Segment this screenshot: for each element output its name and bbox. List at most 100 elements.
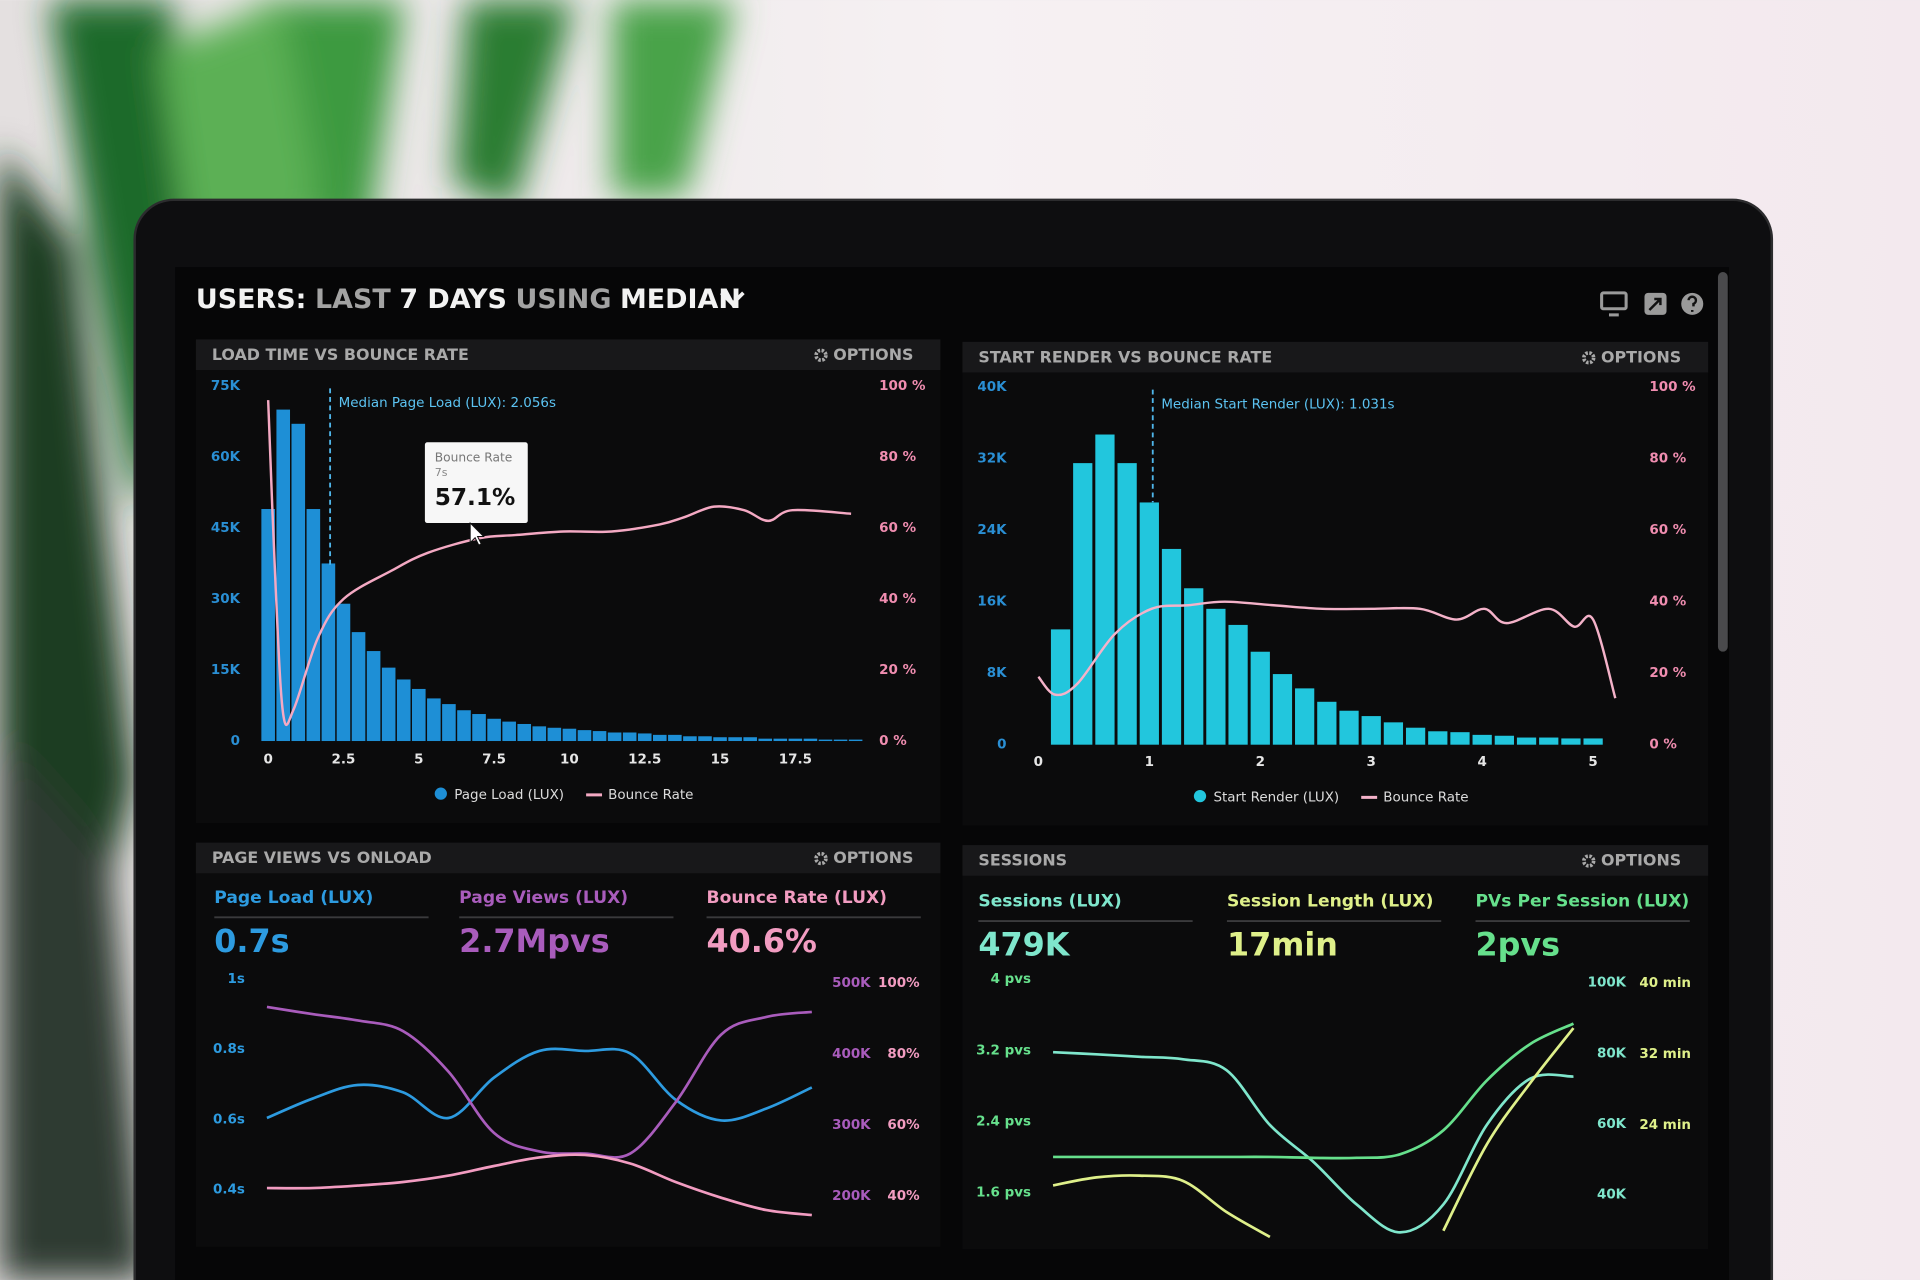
bar [261,509,275,742]
y2-tick-label: 0 % [1649,738,1677,753]
bar [1117,463,1137,745]
x-tick-label: 17.5 [779,752,812,767]
series-line [1052,1027,1575,1239]
kpi-value: 2pvs [1476,926,1561,964]
bar [713,737,727,742]
y3-tick-label: 24 min [1639,1118,1691,1133]
kpi-value: 2.7Mpvs [459,922,610,960]
bar [637,733,652,742]
bar [457,710,471,742]
gear-icon [1581,351,1596,365]
legend-label: Bounce Rate [1383,790,1468,805]
plot-area [1052,1022,1575,1239]
options-button[interactable]: OPTIONS [1601,347,1681,366]
x-tick-label: 5 [1588,755,1597,770]
kpi-value: 479K [978,926,1070,964]
y2-tick-label: 500K [832,976,871,991]
scrollbar[interactable] [1717,272,1728,652]
bar [652,734,667,742]
bar [321,563,336,742]
series-line [266,1047,813,1122]
y3-tick-label: 60% [887,1118,920,1133]
bar [1139,502,1159,745]
kpi-label: PVs Per Session (LUX) [1476,891,1690,911]
bar [276,409,291,742]
bar [1095,434,1115,745]
bar [1206,608,1226,745]
y-tick-label: 45K [211,521,241,536]
bar [848,739,863,742]
gear-icon [814,348,828,363]
bar [336,603,351,742]
legend-marker [1193,790,1207,803]
y2-tick-label: 20 % [879,663,916,678]
bar [472,714,486,742]
y-tick-label: 40K [977,380,1007,395]
legend-label: Start Render (LUX) [1213,790,1339,805]
legend-label: Bounce Rate [608,788,693,803]
bar [532,726,547,742]
gear-icon [814,851,828,866]
bar [622,732,637,742]
bar [1339,710,1359,745]
bar [1184,588,1204,745]
title-part: 7 DAYS [399,284,507,315]
kpi-label: Bounce Rate (LUX) [707,888,887,908]
x-tick-label: 1 [1145,755,1154,770]
y-tick-label: 2.4 pvs [976,1114,1031,1129]
bar [1516,737,1537,745]
bar [592,731,607,742]
kpi-label: Page Load (LUX) [214,888,373,908]
bar [306,509,321,742]
title-part: USERS: [196,284,307,315]
bar [381,667,396,742]
y2-tick-label: 0 % [879,734,907,749]
x-tick-label: 0 [263,752,272,767]
bar [396,679,411,742]
tooltip [424,442,528,524]
title-part: USING [516,284,612,315]
options-button[interactable]: OPTIONS [833,345,913,364]
bar [743,737,757,742]
dashboard-title[interactable]: USERS: LAST 7 DAYS USING MEDIAN [196,284,741,315]
x-tick-label: 2.5 [332,752,356,767]
tooltip-title: Bounce Rate [435,451,513,465]
x-tick-label: 7.5 [482,752,506,767]
y3-tick-label: 80% [887,1047,920,1062]
x-tick-label: 0 [1034,755,1043,770]
options-button[interactable]: OPTIONS [833,848,913,867]
panel [962,845,1709,1250]
y-tick-label: 0.8s [213,1042,245,1057]
y-tick-label: 0.4s [213,1183,245,1198]
tooltip-subtitle: 7s [435,466,448,479]
dropdown-chevron[interactable] [720,291,745,307]
bar [698,736,712,742]
title-part: LAST [315,284,391,315]
bar [773,738,788,742]
monitor-icon[interactable] [1600,291,1628,311]
y-tick-label: 60K [211,450,241,465]
bar [1450,732,1470,745]
options-button[interactable]: OPTIONS [1601,851,1681,870]
series-line [266,1153,812,1217]
y-tick-label: 75K [211,379,241,394]
y-tick-label: 8K [987,666,1007,681]
x-tick-label: 3 [1367,755,1376,770]
y-tick-label: 16K [977,595,1007,610]
series-line [1053,1022,1575,1160]
y-tick-label: 0 [231,734,240,749]
y-tick-label: 1.6 pvs [976,1186,1031,1201]
panel-header [962,341,1709,373]
legend-marker [434,787,447,800]
y2-tick-label: 40 % [1649,595,1686,610]
kpi-value: 17min [1227,926,1338,964]
bounce-line [1037,600,1617,699]
y2-tick-label: 60K [1597,1117,1627,1132]
panel-title: LOAD TIME VS BOUNCE RATE [212,345,469,364]
bar [818,739,833,742]
y2-tick-label: 300K [832,1118,871,1133]
bar [803,738,818,742]
share-arrow [1648,297,1662,311]
